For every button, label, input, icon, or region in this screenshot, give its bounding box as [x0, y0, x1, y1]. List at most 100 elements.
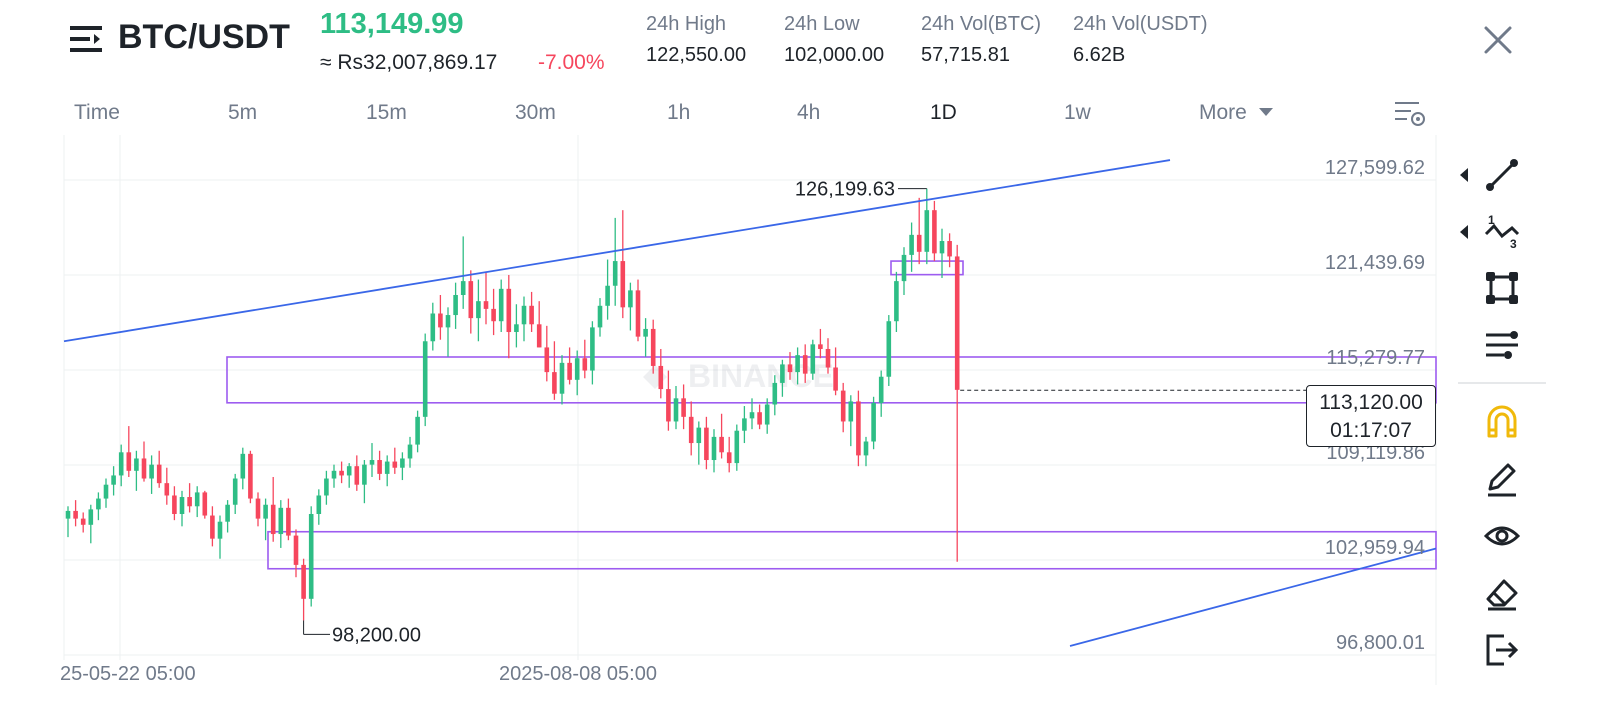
timeframe-30m[interactable]: 30m	[515, 101, 556, 124]
chevron-down-icon[interactable]	[1259, 108, 1273, 116]
candle-body	[400, 458, 405, 468]
timeframe-time[interactable]: Time	[74, 101, 120, 124]
caret-left-icon[interactable]	[1460, 225, 1468, 239]
candle-body	[164, 483, 170, 496]
candle-body	[73, 510, 78, 519]
candle-body	[749, 412, 755, 419]
candle-body	[536, 324, 542, 348]
candle-body	[384, 461, 390, 474]
candle-body	[468, 281, 474, 319]
timeframe-5m[interactable]: 5m	[228, 101, 258, 124]
caret-left-icon[interactable]	[1460, 168, 1468, 182]
candle-body	[901, 254, 907, 282]
y-axis-label: 96,800.01	[1336, 632, 1425, 654]
candle-body	[764, 404, 770, 425]
candle-body	[96, 498, 101, 510]
eye-icon[interactable]	[1482, 516, 1522, 556]
candle-body	[840, 390, 846, 422]
candle-body	[301, 564, 306, 599]
candle-body	[415, 416, 420, 445]
candle-body	[856, 401, 861, 456]
candle-body	[346, 466, 352, 476]
rectangle-icon[interactable]	[1482, 268, 1522, 308]
candle-body	[521, 305, 527, 325]
y-axis: 127,599.62 121,439.69 115,279.77 109,119.86…	[1325, 157, 1425, 654]
candle-body	[187, 497, 192, 507]
candle-body	[863, 441, 869, 456]
candle-body	[217, 521, 223, 539]
candle-body	[263, 504, 268, 519]
timeframe-1w[interactable]: 1w	[1064, 101, 1091, 124]
candle-body	[225, 504, 230, 522]
stat-value-24h-low: 102,000.00	[784, 44, 885, 66]
lower-trendline	[1069, 547, 1437, 647]
candle-body	[316, 495, 322, 514]
candle-body	[339, 470, 344, 476]
exit-icon[interactable]	[1482, 630, 1522, 670]
eraser-icon[interactable]	[1482, 573, 1522, 613]
low-label: 98,200.00	[332, 624, 421, 646]
candle-body	[156, 464, 162, 484]
candle-body	[552, 372, 557, 394]
close-icon[interactable]	[1478, 20, 1518, 60]
candle-body	[286, 507, 291, 536]
pencil-icon[interactable]	[1482, 459, 1522, 499]
candle-body	[445, 315, 451, 328]
menu-icon[interactable]	[70, 24, 104, 54]
y-axis-label: 115,279.77	[1326, 347, 1425, 369]
candle-body	[111, 475, 116, 485]
candle-body	[118, 452, 124, 476]
magnet-icon[interactable]	[1482, 402, 1522, 442]
candle-body	[506, 288, 512, 333]
candle-body	[270, 504, 276, 535]
pair-title[interactable]: BTC/USDT	[118, 18, 290, 56]
candle-body	[795, 355, 800, 373]
candle-body	[673, 398, 679, 422]
candle-body	[681, 398, 686, 417]
current-price-marker: 113,120.00 01:17:07	[1306, 385, 1436, 447]
stat-label-24h-vol-usdt: 24h Vol(USDT)	[1073, 13, 1208, 35]
x-axis: 25-05-22 05:00 2025-08-08 05:00	[60, 663, 657, 685]
y-axis-label: 109,119.86	[1326, 442, 1425, 464]
resistance-zone	[226, 356, 1437, 404]
trend-line-icon[interactable]	[1482, 155, 1522, 195]
chart-annotations: 126,199.63 98,200.00	[303, 179, 927, 646]
timeframe-1h[interactable]: 1h	[667, 101, 691, 124]
candle-body	[324, 478, 329, 496]
watermark-text: BINANCE	[688, 358, 834, 394]
candle-body	[460, 281, 466, 295]
high-label: 126,199.63	[795, 179, 895, 201]
candle-body	[491, 308, 496, 322]
candle-body	[780, 364, 785, 383]
candle-body	[476, 301, 481, 319]
candle-body	[810, 344, 816, 374]
candle-body	[529, 305, 534, 325]
candle-body	[422, 341, 428, 417]
candle-body	[878, 376, 884, 403]
indicator-lines-icon[interactable]	[1482, 325, 1522, 365]
candle-body	[514, 324, 519, 333]
toolbar-divider	[1458, 382, 1546, 384]
chart-settings-icon[interactable]	[1393, 98, 1427, 128]
candle-body	[438, 313, 443, 328]
candle-body	[278, 507, 284, 535]
y-axis-label: 127,599.62	[1325, 157, 1425, 179]
timeframe-more[interactable]: More	[1199, 101, 1247, 124]
timeframe-15m[interactable]: 15m	[366, 101, 407, 124]
fibonacci-icon[interactable]: 1 3	[1482, 212, 1522, 252]
timeframe-4h[interactable]: 4h	[797, 101, 821, 124]
candle-body	[932, 210, 937, 254]
stat-value-24h-vol-btc: 57,715.81	[921, 44, 1010, 66]
candlestick-chart[interactable]: BINANCE 126,199.63 98,200.00 127,599.62 12…	[0, 135, 1450, 695]
candle-body	[567, 362, 572, 380]
candle-body	[650, 328, 656, 366]
timeframe-1d[interactable]: 1D	[930, 101, 957, 124]
candle-body	[559, 362, 565, 394]
candle-body	[886, 321, 892, 377]
price-zones	[226, 260, 1437, 570]
candle-body	[734, 430, 740, 464]
candle-body	[605, 285, 610, 306]
candle-body	[149, 464, 154, 479]
candle-body	[172, 495, 177, 514]
candle-body	[704, 427, 709, 461]
